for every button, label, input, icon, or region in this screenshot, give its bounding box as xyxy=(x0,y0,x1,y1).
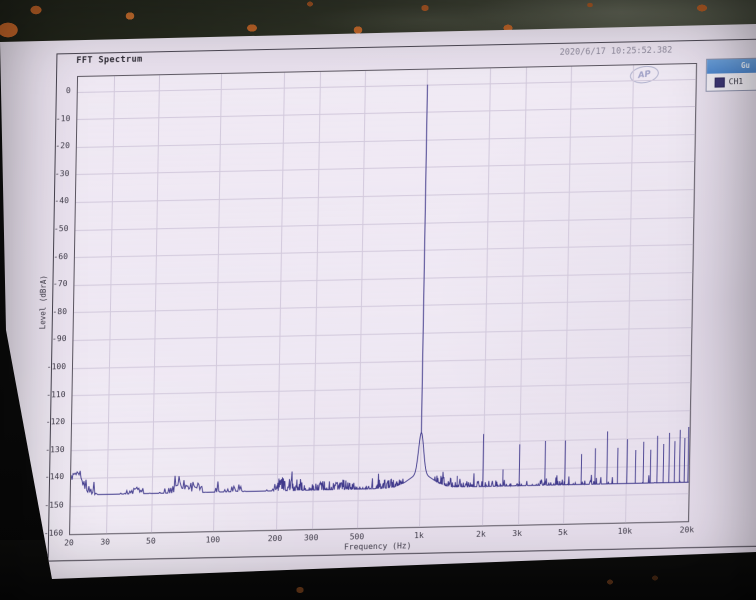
x-tick-label: 5k xyxy=(557,527,568,537)
x-tick-label: 100 xyxy=(205,535,221,545)
x-tick-label: 200 xyxy=(267,533,283,544)
spectrum-trace xyxy=(70,84,690,496)
y-tick-label: -40 xyxy=(54,196,69,206)
y-tick-label: -80 xyxy=(52,307,68,317)
spectrum-trace-path xyxy=(70,84,690,496)
y-tick-label: -150 xyxy=(44,500,64,510)
legend-header: Gu xyxy=(706,57,756,74)
legend-swatch-ch1 xyxy=(714,76,725,88)
x-tick-label: 300 xyxy=(303,532,319,543)
x-tick-label: 3k xyxy=(512,528,523,538)
y-tick-label: -30 xyxy=(54,168,70,179)
y-tick-label: -160 xyxy=(43,527,64,538)
x-tick-label: 1k xyxy=(414,530,424,540)
y-tick-label: -130 xyxy=(45,445,65,455)
x-tick-label: 500 xyxy=(349,531,365,542)
x-tick-label: 20k xyxy=(679,525,695,535)
legend-box: Gu CH1 xyxy=(705,56,756,92)
y-tick-label: -60 xyxy=(53,251,69,262)
x-tick-label: 30 xyxy=(100,537,111,547)
y-tick-label: -110 xyxy=(46,389,66,400)
y-tick-label: -70 xyxy=(52,279,68,289)
legend-entry-ch1: CH1 xyxy=(707,72,756,91)
y-tick-label: 0 xyxy=(65,86,71,96)
page-title: FFT Spectrum xyxy=(76,54,143,67)
x-tick-label: 50 xyxy=(145,536,156,546)
y-tick-label: -20 xyxy=(55,141,70,151)
plot-area xyxy=(69,63,698,536)
legend-label-ch1: CH1 xyxy=(728,77,744,87)
x-tick-label: 2k xyxy=(476,529,486,539)
x-tick-label: 10k xyxy=(617,526,633,536)
y-tick-label: -120 xyxy=(45,417,66,427)
y-tick-label: -90 xyxy=(51,334,67,344)
y-tick-label: -140 xyxy=(44,472,65,483)
y-tick-label: -50 xyxy=(53,224,69,234)
y-tick-label: -100 xyxy=(46,362,67,372)
x-tick-label: 20 xyxy=(64,538,74,548)
y-tick-label: -10 xyxy=(55,113,71,124)
